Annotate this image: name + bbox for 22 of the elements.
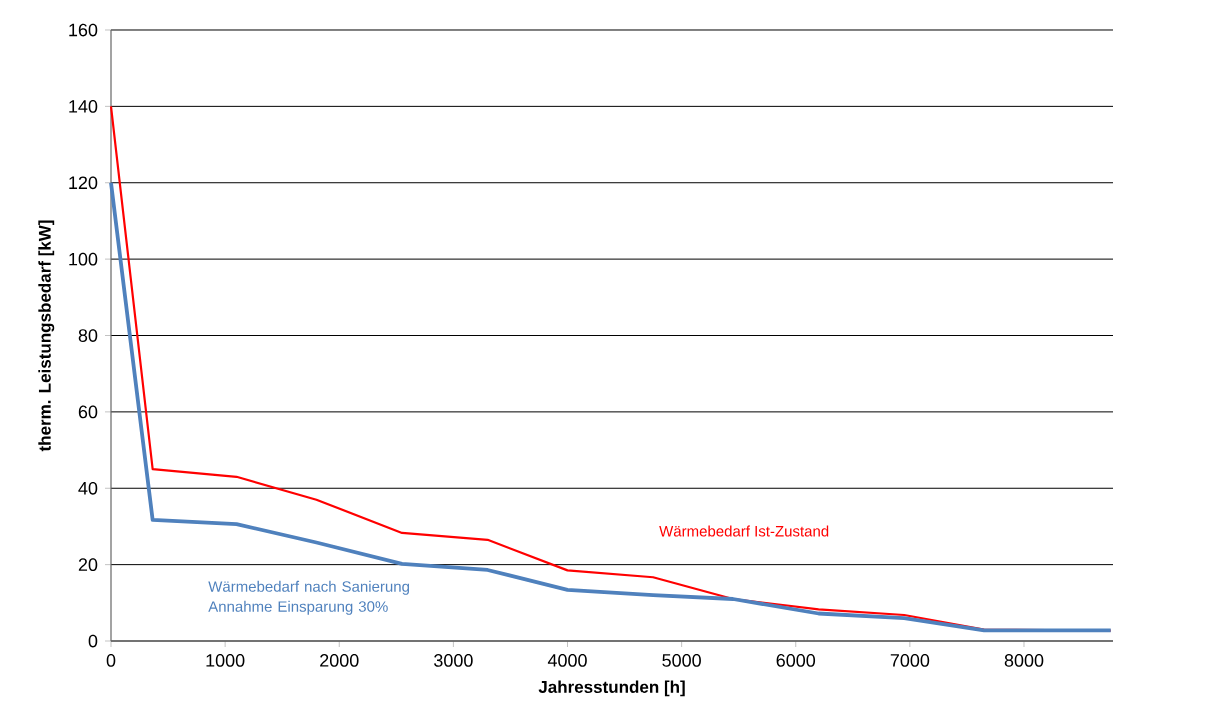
x-axis-title: Jahresstunden [h] [538,680,685,697]
y-tick-label: 0 [88,634,98,648]
y-tick-label: 40 [78,481,98,495]
y-tick-label: 160 [69,23,98,37]
x-tick-label: 0 [106,654,116,667]
y-tick-label: 20 [78,558,98,572]
text: Wärmebedarf Ist-Zustand [659,525,829,537]
y-tick-label: 120 [69,176,98,190]
y-axis-title: therm. Leistungsbedarf [kW] [38,220,55,452]
x-tick-label: 4000 [547,654,587,667]
y-tick-label: 60 [78,405,98,419]
y-tick-label: 100 [69,252,98,266]
x-tick-label: 6000 [776,654,816,667]
x-tick-label: 5000 [662,654,701,667]
y-tick-label: 140 [69,100,98,113]
x-tick-label: 3000 [434,654,473,667]
y-tick-label: 80 [78,329,98,342]
x-tick-label: 1000 [206,654,245,667]
x-tick-label: 7000 [890,654,930,667]
series-label: Wärmebedarf nach Sanierung Annahme Einsparung 30% [208,580,409,615]
x-tick-label: 8000 [1004,654,1044,667]
x-tick-label: 2000 [320,654,359,667]
